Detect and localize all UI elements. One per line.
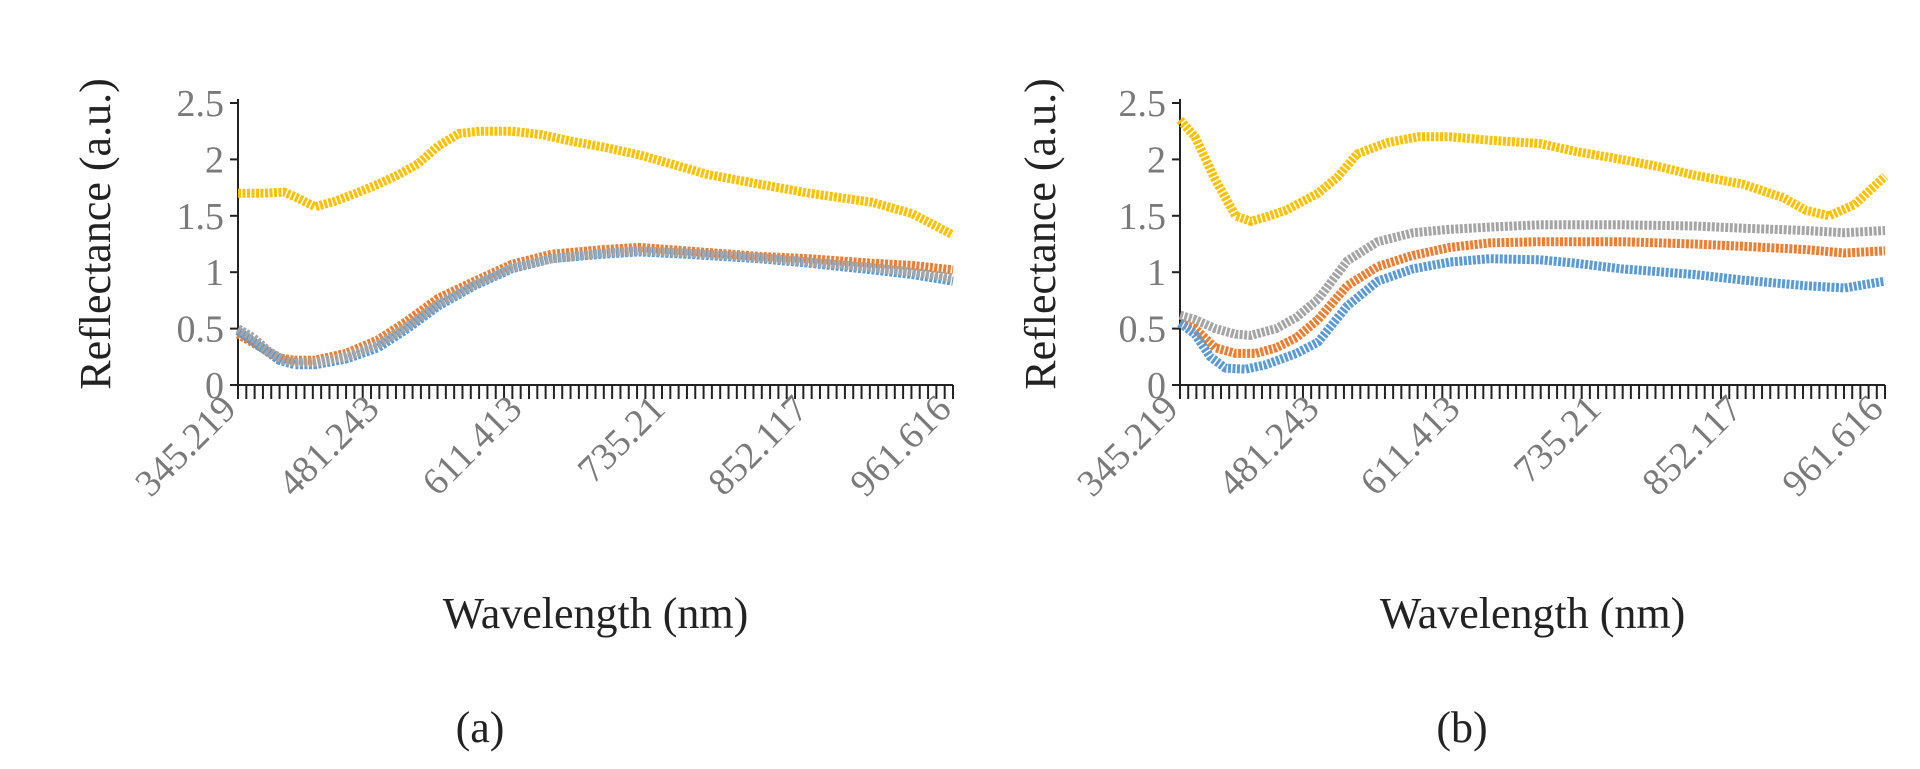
y-axis-title: Reflectance (a.u.)	[1016, 78, 1065, 389]
y-tick-label: 0.5	[177, 309, 225, 351]
y-tick-label: 0	[205, 365, 224, 407]
x-tick-label: 735.21	[570, 388, 674, 492]
series-line-3	[1178, 237, 1886, 358]
y-tick-label: 1	[1147, 252, 1166, 294]
series-line-4	[1177, 254, 1886, 374]
series-line-4	[235, 246, 954, 367]
series-line-1	[238, 126, 956, 239]
x-tick-label: 961.616	[842, 388, 959, 505]
y-tick-label: 2	[205, 139, 224, 181]
series-line-1	[1176, 116, 1889, 226]
series-line-2	[1178, 220, 1886, 340]
x-tick-label: 852.117	[1634, 388, 1750, 504]
y-tick-label: 2.5	[1119, 83, 1167, 125]
x-axis-title: Wavelength (nm)	[443, 589, 749, 638]
x-axis-title: Wavelength (nm)	[1380, 589, 1686, 638]
x-tick-label: 852.117	[700, 388, 816, 504]
panel-label: (b)	[1436, 703, 1487, 752]
y-tick-label: 0.5	[1119, 309, 1167, 351]
y-tick-label: 0	[1147, 365, 1166, 407]
x-tick-label: 611.413	[414, 388, 530, 504]
panel-label: (a)	[456, 703, 505, 752]
y-tick-label: 2	[1147, 139, 1166, 181]
x-tick-label: 611.413	[1352, 388, 1468, 504]
chart-panel-a: 0 0.5 1 1.5 2 2.5 345.219 481.243 611.413 735.21 8…	[71, 78, 959, 752]
y-tick-label: 1	[205, 252, 224, 294]
x-tick-label: 961.616	[1774, 388, 1891, 505]
x-tick-label: 735.21	[1506, 388, 1610, 492]
y-axis-title: Reflectance (a.u.)	[71, 78, 120, 389]
x-tick-label: 481.243	[1210, 388, 1327, 505]
y-tick-label: 1.5	[177, 196, 225, 238]
y-tick-label: 2.5	[177, 83, 225, 125]
x-tick-label: 481.243	[270, 388, 387, 505]
x-tick-label: 345.219	[127, 388, 244, 505]
chart-panel-b: 0 0.5 1 1.5 2 2.5 345.219 481.243 611.413 735.21 8…	[1016, 78, 1891, 752]
x-tick-label: 345.219	[1069, 388, 1186, 505]
y-tick-label: 1.5	[1119, 196, 1167, 238]
